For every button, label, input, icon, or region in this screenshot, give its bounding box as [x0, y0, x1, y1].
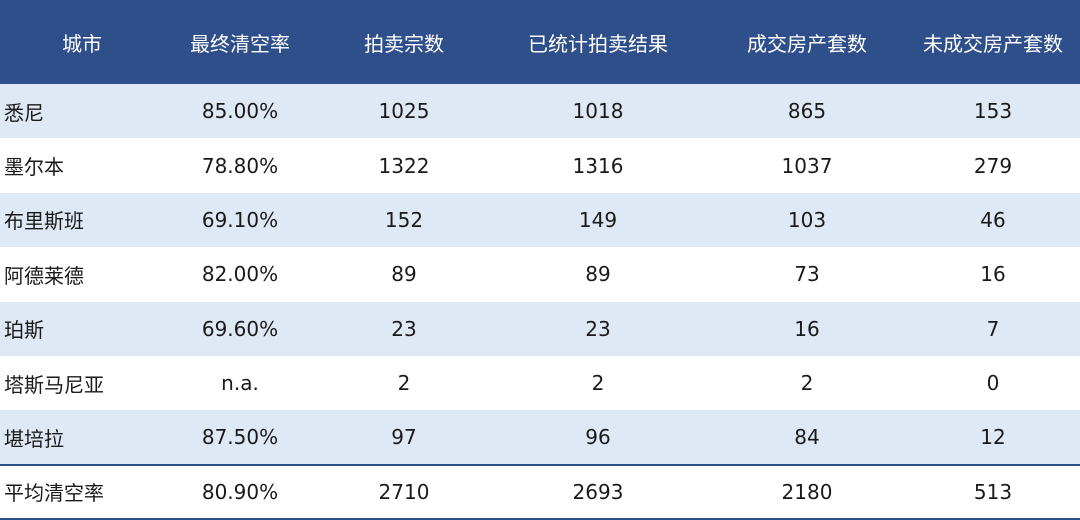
cell-reported-results: 1018 — [572, 99, 624, 124]
cell-sold: 84 — [794, 425, 820, 450]
cell-auctions: 2 — [397, 371, 411, 396]
cell-auctions: 1025 — [378, 99, 430, 124]
cell-reported-results: 89 — [585, 262, 611, 287]
cell-sold: 103 — [787, 207, 827, 232]
table-header: 城市 最终清空率 拍卖宗数 已统计拍卖结果 成交房产套数 未成交房产套数 — [0, 0, 1080, 84]
cell-unsold: 279 — [973, 153, 1013, 178]
table-row: 布里斯班 69.10% 152 149 103 46 — [0, 192, 1080, 248]
cell-reported-results: 2693 — [488, 463, 708, 520]
cell-city: 阿德莱德 — [4, 263, 84, 288]
cell-unsold: 12 — [980, 425, 1006, 450]
cell-clearance-rate: 85.00% — [201, 99, 279, 124]
table-row: 墨尔本 78.80% 1322 1316 1037 279 — [0, 138, 1080, 193]
cell-city: 塔斯马尼亚 — [4, 372, 104, 397]
cell-sold: 73 — [794, 262, 820, 287]
cell-clearance-rate: 78.80% — [201, 153, 279, 178]
cell-auctions: 89 — [391, 262, 417, 287]
cell-unsold: 46 — [980, 207, 1006, 232]
cell-city: 平均清空率 — [0, 463, 160, 520]
cell-city: 珀斯 — [4, 318, 44, 343]
cell-clearance-rate: 69.60% — [201, 316, 279, 341]
cell-auctions: 1322 — [378, 153, 430, 178]
cell-auctions: 2710 — [320, 463, 488, 520]
table-row: 悉尼 85.00% 1025 1018 865 153 — [0, 84, 1080, 139]
cell-clearance-rate: 69.10% — [201, 207, 279, 232]
cell-city: 墨尔本 — [4, 155, 64, 180]
table-row: 堪培拉 87.50% 97 96 84 12 — [0, 410, 1080, 465]
cell-unsold: 153 — [973, 99, 1013, 124]
cell-unsold: 0 — [986, 371, 1000, 396]
cell-reported-results: 2 — [591, 371, 605, 396]
cell-city: 堪培拉 — [4, 426, 64, 451]
header-cell-reported-results: 已统计拍卖结果 — [528, 31, 668, 56]
header-row: 城市 最终清空率 拍卖宗数 已统计拍卖结果 成交房产套数 未成交房产套数 — [0, 0, 1080, 84]
cell-auctions: 97 — [391, 425, 417, 450]
cell-auctions: 152 — [384, 207, 424, 232]
cell-reported-results: 23 — [585, 316, 611, 341]
cell-city: 布里斯班 — [4, 209, 84, 234]
cell-reported-results: 149 — [578, 207, 618, 232]
header-cell-auctions: 拍卖宗数 — [364, 31, 444, 56]
table-row: 阿德莱德 82.00% 89 89 73 16 — [0, 247, 1080, 302]
table-row: 塔斯马尼亚 n.a. 2 2 2 0 — [0, 355, 1080, 411]
header-cell-unsold: 未成交房产套数 — [923, 31, 1063, 56]
header-cell-clearance-rate: 最终清空率 — [190, 31, 290, 56]
cell-sold: 2180 — [708, 463, 906, 520]
table-body: 悉尼 85.00% 1025 1018 865 153 墨尔本 78.80% 1322 1316 1… — [0, 84, 1080, 520]
cell-sold: 2 — [800, 371, 814, 396]
cell-sold: 865 — [787, 99, 827, 124]
cell-unsold: 513 — [906, 463, 1080, 520]
cell-unsold: 16 — [980, 262, 1006, 287]
cell-auctions: 23 — [391, 316, 417, 341]
header-cell-sold: 成交房产套数 — [747, 31, 867, 56]
table-row: 珀斯 69.60% 23 23 16 7 — [0, 301, 1080, 356]
cell-sold: 16 — [794, 316, 820, 341]
cell-city: 悉尼 — [4, 100, 44, 125]
cell-sold: 1037 — [781, 153, 833, 178]
header-cell-city: 城市 — [62, 31, 102, 56]
cell-unsold: 7 — [986, 316, 1000, 341]
cell-reported-results: 1316 — [572, 153, 624, 178]
cell-clearance-rate: 87.50% — [201, 425, 279, 450]
cell-clearance-rate: n.a. — [221, 371, 259, 396]
total-row: 平均清空率 80.90% 2710 2693 2180 513 — [0, 463, 1080, 520]
cell-clearance-rate: 80.90% — [160, 463, 320, 520]
cell-clearance-rate: 82.00% — [201, 262, 279, 287]
cell-reported-results: 96 — [585, 425, 611, 450]
